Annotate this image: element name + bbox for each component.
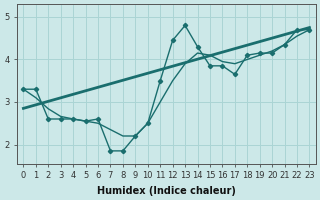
X-axis label: Humidex (Indice chaleur): Humidex (Indice chaleur) — [97, 186, 236, 196]
